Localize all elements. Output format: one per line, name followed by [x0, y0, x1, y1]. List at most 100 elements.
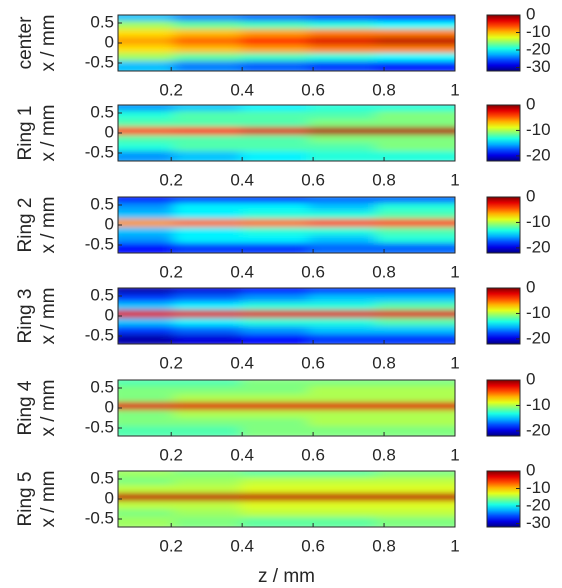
y-tick-label: 0.5 [90, 102, 114, 121]
x-tick-label: 0.4 [230, 353, 254, 372]
heatmap-cell [118, 151, 198, 161]
heatmap-cell [308, 517, 400, 527]
heatmap-cell [240, 380, 333, 390]
colorbar-tick-label: -20 [526, 495, 551, 514]
heatmap-cell [308, 380, 400, 390]
x-tick-label: 0.6 [301, 445, 325, 464]
heatmap-cell [375, 380, 455, 390]
heatmap-cell [375, 105, 455, 115]
heatmap-cell [118, 15, 198, 25]
panel-name: Ring 1 [15, 106, 36, 161]
heatmap-cells [118, 197, 455, 253]
x-tick-label: 0.6 [301, 536, 325, 555]
panel-name: Ring 3 [15, 289, 36, 344]
colorbar-tick-label: -10 [526, 395, 551, 414]
x-tick-label: 0.2 [159, 170, 183, 189]
x-tick-label: 1 [450, 80, 459, 99]
x-tick-label: 0.8 [372, 445, 396, 464]
x-tick-label: 0.8 [372, 262, 396, 281]
x-tick-label: 0.2 [159, 262, 183, 281]
panel-name: Ring 4 [15, 380, 36, 435]
heatmap-cell [173, 105, 265, 115]
y-axis-label: x / mm [38, 288, 59, 345]
heatmap-cell [118, 334, 198, 344]
colorbar-tick-label: -20 [526, 237, 551, 256]
heatmap-cell [173, 380, 265, 390]
x-tick-label: 0.6 [301, 262, 325, 281]
heatmap-cell [308, 197, 400, 207]
heatmap [118, 15, 455, 71]
x-tick-label: 0.2 [159, 353, 183, 372]
colorbar-tick-label: 0 [526, 94, 535, 113]
heatmap-cell [375, 517, 455, 527]
colorbar-tick-label: -30 [526, 513, 551, 532]
colorbar-tick-label: -20 [526, 420, 551, 439]
heatmap-cell [308, 105, 400, 115]
x-tick-label: 1 [450, 262, 459, 281]
heatmap-cell [173, 243, 265, 253]
x-tick-label: 1 [450, 536, 459, 555]
y-tick-label: 0 [105, 397, 114, 416]
heatmap-cell [118, 517, 198, 527]
x-tick-label: 0.4 [230, 536, 254, 555]
heatmap-cell [240, 334, 333, 344]
heatmap-cell [240, 151, 333, 161]
heatmap-cell [118, 243, 198, 253]
y-axis-label: x / mm [38, 105, 59, 162]
y-tick-label: -0.5 [85, 52, 114, 71]
colorbar-tick-label: 0 [526, 460, 535, 479]
x-tick-label: 0.8 [372, 353, 396, 372]
heatmap [118, 197, 455, 253]
heatmap-cell [375, 471, 455, 481]
heatmap [118, 380, 455, 436]
heatmap-cells [118, 105, 455, 161]
heatmap-cell [375, 197, 455, 207]
heatmap-cell [240, 15, 333, 25]
heatmap-cell [308, 426, 400, 436]
x-tick-label: 0.6 [301, 80, 325, 99]
heatmap-cell [308, 288, 400, 298]
x-tick-label: 0.8 [372, 170, 396, 189]
heatmap-cell [240, 471, 333, 481]
colorbar-tick-label: 0 [526, 277, 535, 296]
heatmap-cell [240, 105, 333, 115]
y-tick-label: -0.5 [85, 142, 114, 161]
y-tick-label: 0.5 [90, 377, 114, 396]
heatmap-cell [173, 61, 265, 71]
colorbar-tick-label: -10 [526, 212, 551, 231]
heatmap-cell [308, 471, 400, 481]
heatmap-cell [118, 61, 198, 71]
heatmap-cell [375, 15, 455, 25]
colorbar [486, 104, 521, 162]
x-tick-label: 0.2 [159, 536, 183, 555]
heatmap-cell [308, 151, 400, 161]
heatmap-cells [118, 471, 455, 527]
heatmap-cell [118, 426, 198, 436]
heatmap-cell [240, 61, 333, 71]
heatmap-cell [240, 517, 333, 527]
heatmap-cell [375, 61, 455, 71]
heatmap-cell [173, 197, 265, 207]
heatmap-cell [240, 426, 333, 436]
heatmap [118, 288, 455, 344]
y-tick-label: 0.5 [90, 285, 114, 304]
colorbar-tick-label: 0 [526, 369, 535, 388]
heatmap-cell [173, 151, 265, 161]
heatmap-cell [375, 243, 455, 253]
heatmap-cell [240, 243, 333, 253]
y-axis-label: x / mm [38, 471, 59, 528]
x-tick-label: 0.2 [159, 80, 183, 99]
colorbar-tick-label: -10 [526, 303, 551, 322]
y-tick-label: 0 [105, 32, 114, 51]
heatmap [118, 471, 455, 527]
x-tick-label: 0.4 [230, 262, 254, 281]
y-tick-label: 0.5 [90, 12, 114, 31]
heatmap-cell [375, 426, 455, 436]
colorbar [486, 196, 521, 254]
colorbar-tick-label: -10 [526, 478, 551, 497]
heatmap-cell [308, 61, 400, 71]
panel-name: center [15, 16, 36, 69]
y-tick-label: 0.5 [90, 468, 114, 487]
x-tick-label: 0.4 [230, 170, 254, 189]
